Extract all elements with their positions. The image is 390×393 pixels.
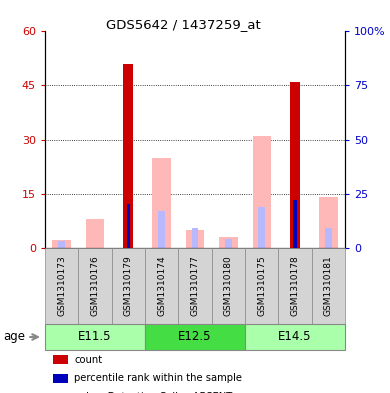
- Text: GDS5642 / 1437259_at: GDS5642 / 1437259_at: [106, 18, 261, 31]
- Text: GSM1310178: GSM1310178: [291, 255, 300, 316]
- Bar: [259, 207, 265, 248]
- Bar: [123, 64, 133, 248]
- Text: GSM1310180: GSM1310180: [224, 255, 233, 316]
- Bar: [158, 211, 165, 248]
- Text: age: age: [4, 331, 25, 343]
- Bar: [191, 228, 199, 248]
- Text: E12.5: E12.5: [178, 331, 212, 343]
- Bar: [86, 219, 104, 248]
- Text: value, Detection Call = ABSENT: value, Detection Call = ABSENT: [74, 392, 232, 393]
- Text: GSM1310177: GSM1310177: [190, 255, 200, 316]
- Text: GSM1310179: GSM1310179: [124, 255, 133, 316]
- Bar: [52, 241, 71, 248]
- Text: GSM1310174: GSM1310174: [157, 255, 166, 316]
- Text: E11.5: E11.5: [78, 331, 112, 343]
- Bar: [225, 239, 232, 248]
- Bar: [152, 158, 171, 248]
- Bar: [293, 200, 297, 248]
- Text: count: count: [74, 354, 102, 365]
- Bar: [325, 228, 332, 248]
- Text: percentile rank within the sample: percentile rank within the sample: [74, 373, 242, 384]
- Bar: [290, 82, 300, 248]
- Bar: [219, 237, 238, 248]
- Bar: [253, 136, 271, 248]
- Bar: [58, 241, 65, 248]
- Text: GSM1310176: GSM1310176: [90, 255, 99, 316]
- Text: GSM1310175: GSM1310175: [257, 255, 266, 316]
- Bar: [319, 197, 338, 248]
- Bar: [127, 204, 130, 248]
- Text: GSM1310181: GSM1310181: [324, 255, 333, 316]
- Text: E14.5: E14.5: [278, 331, 312, 343]
- Bar: [186, 230, 204, 248]
- Text: GSM1310173: GSM1310173: [57, 255, 66, 316]
